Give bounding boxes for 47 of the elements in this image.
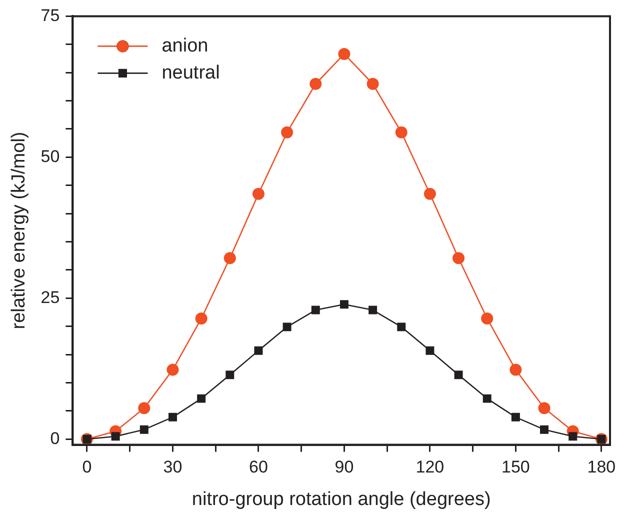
y-axis-title: relative energy (kJ/mol)	[8, 132, 30, 330]
x-tick-label: 180	[587, 458, 616, 477]
point	[540, 425, 549, 434]
y-tick-label: 75	[40, 6, 60, 25]
x-tick-label: 90	[334, 458, 354, 477]
point	[226, 370, 234, 380]
point	[111, 432, 120, 441]
x-tick-label: 60	[249, 458, 268, 477]
y-tick-label: 50	[40, 146, 60, 166]
point	[168, 412, 177, 422]
point	[482, 394, 492, 403]
point	[252, 188, 264, 200]
point	[282, 322, 292, 332]
point	[224, 252, 236, 264]
x-tick-label: 150	[502, 458, 530, 477]
y-tick-label: 0	[50, 428, 60, 448]
point	[195, 312, 208, 324]
point	[338, 48, 350, 60]
y-tick-label: 25	[40, 288, 60, 307]
legend-label: anion	[162, 35, 208, 56]
point	[366, 78, 379, 90]
point	[452, 252, 465, 264]
point	[197, 394, 206, 403]
point	[166, 364, 179, 376]
point	[340, 300, 348, 309]
x-tick-label: 120	[416, 458, 444, 477]
point	[568, 432, 578, 441]
point	[311, 306, 320, 314]
point	[510, 364, 522, 376]
point	[281, 126, 294, 138]
point	[481, 312, 494, 324]
legend-label: neutral	[162, 62, 220, 84]
x-tick-label: 0	[82, 458, 92, 477]
point	[310, 78, 322, 90]
point	[368, 306, 378, 314]
x-axis-title: nitro-group rotation angle (degrees)	[192, 488, 491, 510]
point	[397, 322, 406, 332]
point	[138, 402, 150, 414]
point	[426, 346, 434, 355]
point	[454, 370, 463, 380]
point	[254, 346, 263, 355]
point	[511, 412, 520, 422]
point	[140, 425, 148, 434]
point	[424, 188, 436, 200]
point	[538, 402, 550, 414]
point	[395, 126, 408, 138]
x-tick-label: 30	[163, 458, 182, 477]
